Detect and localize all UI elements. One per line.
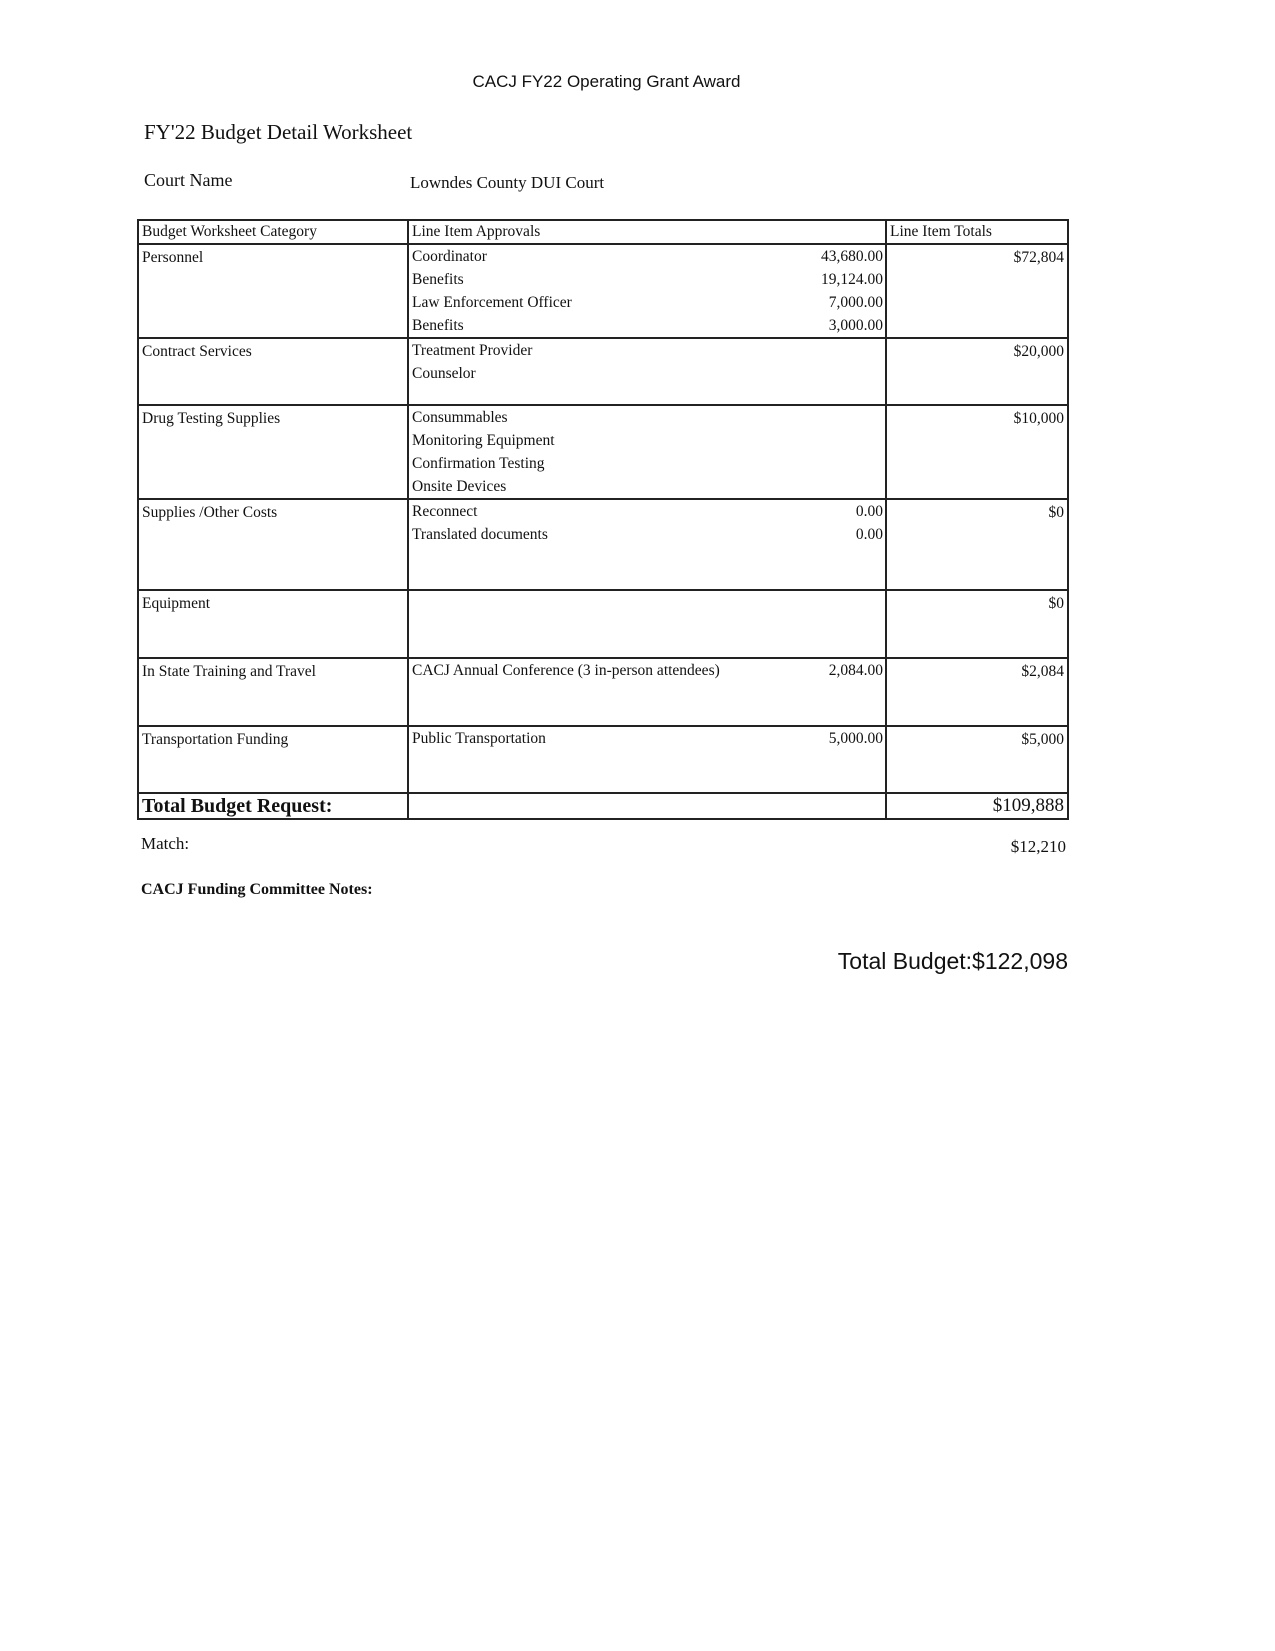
- match-label: Match:: [141, 834, 190, 853]
- header-totals: Line Item Totals: [885, 219, 1069, 245]
- line-item: Treatment Provider: [409, 339, 885, 362]
- table-row: In State Training and Travel CACJ Annual …: [137, 657, 1069, 727]
- line-item-label: CACJ Annual Conference (3 in-person atte…: [412, 662, 720, 679]
- row-total: $20,000: [885, 337, 1069, 406]
- line-item-label: Coordinator: [412, 248, 487, 265]
- row-line-items: Consummables Monitoring Equipment Confirma…: [407, 404, 887, 500]
- table-row: Drug Testing Supplies Consummables Monitor…: [137, 404, 1069, 500]
- row-category: In State Training and Travel: [137, 657, 409, 727]
- row-line-items: Coordinator 43,680.00 Benefits 19,124.00 Law…: [407, 243, 887, 339]
- line-item-label: Benefits: [412, 317, 464, 334]
- line-item: Onsite Devices: [409, 475, 885, 498]
- line-item-amount: 0.00: [855, 526, 883, 543]
- line-item-label: Law Enforcement Officer: [412, 294, 572, 311]
- line-item-label: Reconnect: [412, 503, 478, 520]
- total-row: Total Budget Request: $109,888: [137, 792, 1069, 820]
- line-item: Benefits 3,000.00: [409, 314, 885, 337]
- line-item: Counselor: [409, 362, 885, 385]
- line-item-label: Translated documents: [412, 526, 548, 543]
- row-category: Transportation Funding: [137, 725, 409, 794]
- line-item-label: Benefits: [412, 271, 464, 288]
- row-line-items: [407, 589, 887, 659]
- court-name-label: Court Name: [144, 170, 233, 190]
- row-total: $72,804: [885, 243, 1069, 339]
- line-item: Reconnect 0.00: [409, 500, 885, 523]
- row-total: $2,084: [885, 657, 1069, 727]
- line-item-label: Treatment Provider: [412, 342, 533, 359]
- row-total: $10,000: [885, 404, 1069, 500]
- row-category: Personnel: [137, 243, 409, 339]
- header-category: Budget Worksheet Category: [137, 219, 409, 245]
- worksheet-subtitle: FY'22 Budget Detail Worksheet: [144, 120, 413, 144]
- table-row: Transportation Funding Public Transportat…: [137, 725, 1069, 794]
- line-item-label: Consummables: [412, 409, 508, 426]
- line-item-amount: 3,000.00: [828, 317, 883, 334]
- committee-notes-label: CACJ Funding Committee Notes:: [141, 881, 373, 898]
- line-item-label: Counselor: [412, 365, 476, 382]
- line-item-amount: 5,000.00: [828, 730, 883, 747]
- row-line-items: Treatment Provider Counselor: [407, 337, 887, 406]
- row-total: $0: [885, 589, 1069, 659]
- line-item-label: Monitoring Equipment: [412, 432, 555, 449]
- row-total: $0: [885, 498, 1069, 591]
- line-item: Coordinator 43,680.00: [409, 245, 885, 268]
- line-item: Law Enforcement Officer 7,000.00: [409, 291, 885, 314]
- total-empty-cell: [407, 792, 887, 820]
- line-item: Translated documents 0.00: [409, 523, 885, 546]
- line-item-amount: 2,084.00: [828, 662, 883, 679]
- line-item: Confirmation Testing: [409, 452, 885, 475]
- table-header-row: Budget Worksheet Category Line Item Appr…: [137, 219, 1069, 245]
- row-category: Equipment: [137, 589, 409, 659]
- row-category: Supplies /Other Costs: [137, 498, 409, 591]
- line-item-amount: 0.00: [855, 503, 883, 520]
- line-item-amount: 43,680.00: [821, 248, 883, 265]
- table-row: Equipment $0: [137, 589, 1069, 659]
- row-category: Contract Services: [137, 337, 409, 406]
- line-item-label: Confirmation Testing: [412, 455, 545, 472]
- line-item: Monitoring Equipment: [409, 429, 885, 452]
- total-value: $109,888: [885, 792, 1069, 820]
- row-line-items: Reconnect 0.00 Translated documents 0.00: [407, 498, 887, 591]
- match-value: $12,210: [1010, 837, 1066, 856]
- row-total: $5,000: [885, 725, 1069, 794]
- budget-table: Budget Worksheet Category Line Item Appr…: [137, 219, 1069, 820]
- total-label: Total Budget Request:: [137, 792, 409, 820]
- line-item: Consummables: [409, 406, 885, 429]
- court-name-value: Lowndes County DUI Court: [410, 173, 605, 192]
- table-row: Personnel Coordinator 43,680.00 Benefits 19,…: [137, 243, 1069, 339]
- line-item-label: Public Transportation: [412, 730, 546, 747]
- line-item: Public Transportation 5,000.00: [409, 727, 885, 750]
- line-item-label: Onsite Devices: [412, 478, 507, 495]
- line-item: Benefits 19,124.00: [409, 268, 885, 291]
- line-item-amount: 7,000.00: [828, 294, 883, 311]
- line-item-amount: 19,124.00: [821, 271, 883, 288]
- line-item: CACJ Annual Conference (3 in-person atte…: [409, 659, 885, 682]
- row-line-items: Public Transportation 5,000.00: [407, 725, 887, 794]
- document-title: CACJ FY22 Operating Grant Award: [472, 72, 741, 91]
- table-row: Supplies /Other Costs Reconnect 0.00 Transl…: [137, 498, 1069, 591]
- table-row: Contract Services Treatment Provider Couns…: [137, 337, 1069, 406]
- total-budget: Total Budget:$122,098: [837, 948, 1068, 974]
- header-line-items: Line Item Approvals: [407, 219, 887, 245]
- row-line-items: CACJ Annual Conference (3 in-person atte…: [407, 657, 887, 727]
- row-category: Drug Testing Supplies: [137, 404, 409, 500]
